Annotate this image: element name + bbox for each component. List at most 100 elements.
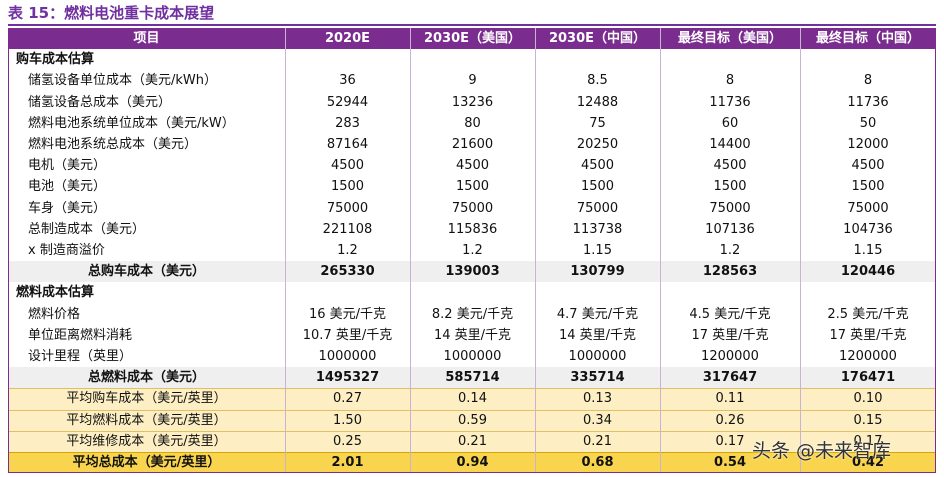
- final-cell: 2.01: [331, 455, 364, 470]
- data-cell: 4500: [330, 158, 365, 174]
- data-cell: 14 英里/千克: [433, 327, 512, 343]
- data-cell: 75000: [576, 200, 619, 216]
- data-cell: 20250: [576, 137, 619, 152]
- data-cell: 87164: [326, 137, 369, 152]
- data-cell: 9: [468, 73, 477, 89]
- data-cell: 4.7 美元/千克: [556, 306, 639, 322]
- summary-cell: 0.26: [715, 412, 745, 428]
- data-label: 电机（美元）: [28, 158, 107, 174]
- data-cell: 1000000: [568, 349, 627, 364]
- data-cell: 8: [863, 73, 873, 89]
- data-cell: 1000000: [318, 349, 377, 364]
- summary-cell: 0.15: [853, 412, 883, 428]
- data-cell: 1.2: [337, 243, 358, 258]
- data-cell: 4.5 美元/千克: [689, 306, 771, 322]
- data-cell: 1500: [580, 179, 615, 195]
- data-label: 设计里程（英里）: [28, 349, 133, 364]
- data-cell: 12000: [847, 137, 889, 152]
- header-cell: 最终目标（美国）: [677, 31, 782, 46]
- title-rule: [8, 24, 936, 26]
- data-cell: 221108: [322, 221, 373, 237]
- header-cell: 2030E（中国）: [548, 31, 647, 46]
- total-cell: 1495327: [315, 370, 380, 386]
- total-cell: 265330: [320, 264, 375, 280]
- data-cell: 1200000: [839, 349, 897, 364]
- data-row: [8, 218, 936, 240]
- column-line: [410, 28, 411, 474]
- data-cell: 115836: [447, 221, 498, 237]
- data-row: [8, 134, 936, 156]
- summary-row: [8, 388, 936, 410]
- final-cell: 0.42: [851, 455, 885, 470]
- data-label: 燃料电池系统单位成本（美元/kW）: [28, 115, 235, 131]
- data-label: 燃料电池系统总成本（美元）: [28, 137, 198, 152]
- summary-cell: 1.50: [333, 412, 362, 428]
- total-cell: 130799: [570, 264, 625, 280]
- watermark: 头条 @未来智库: [752, 440, 892, 462]
- data-cell: 11736: [847, 94, 889, 110]
- data-label: 总制造成本（美元）: [28, 221, 146, 237]
- total-cell: 317647: [702, 370, 758, 386]
- data-row: [8, 324, 936, 346]
- header-row: [8, 28, 936, 50]
- data-cell: 60: [721, 115, 739, 131]
- data-cell: 4500: [455, 158, 490, 174]
- data-cell: 50: [859, 115, 877, 131]
- total-cell: 128563: [702, 264, 758, 280]
- section-row: [8, 49, 936, 71]
- data-cell: 1.15: [583, 243, 612, 258]
- data-cell: 1200000: [701, 349, 759, 364]
- summary-cell: 0.10: [853, 391, 883, 407]
- data-row: [8, 91, 936, 113]
- data-cell: 16 美元/千克: [308, 306, 387, 322]
- header-cell: 2020E: [324, 31, 371, 46]
- summary-cell: 0.27: [333, 391, 362, 407]
- total-cell: 139003: [445, 264, 500, 280]
- final-label: 平均总成本（美元/英里）: [72, 455, 221, 470]
- data-cell: 17 英里/千克: [829, 327, 907, 343]
- total-cell: 335714: [570, 370, 625, 386]
- data-label: 车身（美元）: [28, 200, 107, 216]
- data-cell: 1.2: [719, 243, 741, 258]
- data-cell: 10.7 英里/千克: [302, 327, 393, 343]
- data-cell: 75: [589, 115, 606, 131]
- data-cell: 36: [339, 73, 356, 89]
- data-cell: 113738: [572, 221, 623, 237]
- data-cell: 1.15: [853, 243, 883, 258]
- header-cell: 项目: [133, 31, 160, 46]
- data-cell: 52944: [326, 94, 369, 110]
- column-line: [800, 28, 801, 474]
- data-cell: 14400: [709, 137, 751, 152]
- summary-label: 平均维修成本（美元/英里）: [66, 433, 227, 449]
- data-row: [8, 70, 936, 92]
- data-row: [8, 303, 936, 325]
- data-label: 储氢设备总成本（美元）: [28, 94, 172, 110]
- summary-row: [8, 430, 936, 452]
- data-cell: 75000: [847, 200, 889, 216]
- title: 表 15：燃料电池重卡成本展望: [8, 4, 215, 22]
- data-cell: 80: [464, 115, 481, 131]
- data-cell: 1000000: [443, 349, 502, 364]
- data-cell: 21600: [451, 137, 494, 152]
- section-row: [8, 282, 936, 304]
- frame-line: [8, 28, 9, 474]
- header-cell: 2030E（美国）: [423, 31, 522, 46]
- data-row: [8, 197, 936, 219]
- summary-row: [8, 409, 936, 431]
- data-cell: 8.2 美元/千克: [431, 306, 514, 322]
- final-cell: 0.54: [713, 455, 747, 470]
- data-cell: 1500: [851, 179, 885, 195]
- total-label: 总燃料成本（美元）: [87, 370, 205, 386]
- summary-label: 平均燃料成本（美元/英里）: [66, 412, 227, 428]
- data-cell: 1500: [713, 179, 747, 195]
- total-cell: 176471: [840, 370, 896, 386]
- data-row: [8, 155, 936, 177]
- summary-cell: 0.17: [715, 433, 745, 449]
- data-row: [8, 112, 936, 134]
- data-cell: 4500: [851, 158, 885, 174]
- data-row: [8, 240, 936, 262]
- final-cell: 0.94: [456, 455, 489, 470]
- data-cell: 4500: [713, 158, 747, 174]
- section-title: 购车成本估算: [16, 52, 95, 68]
